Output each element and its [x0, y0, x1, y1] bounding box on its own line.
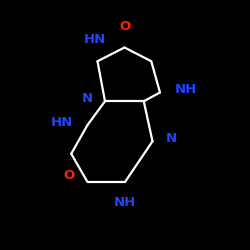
Text: N: N [82, 92, 92, 105]
Text: HN: HN [84, 33, 106, 46]
Text: O: O [119, 20, 130, 33]
Text: HN: HN [50, 116, 72, 130]
Text: NH: NH [175, 83, 197, 96]
Text: N: N [166, 132, 176, 145]
Text: O: O [64, 169, 75, 182]
Text: NH: NH [114, 196, 136, 209]
